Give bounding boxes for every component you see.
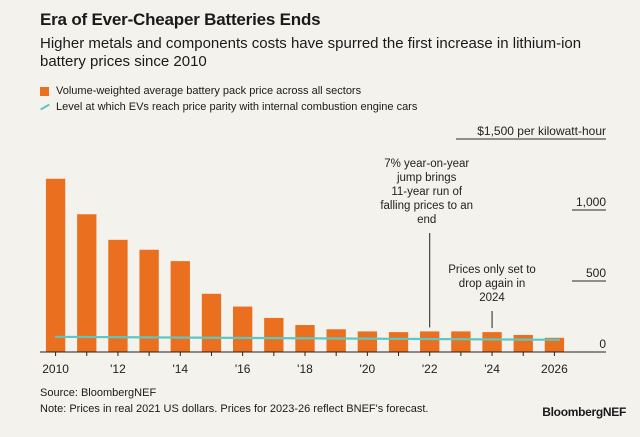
legend-item-price: Volume-weighted average battery pack pri…: [40, 85, 361, 97]
bar-2025: [513, 334, 533, 352]
x-tick-label: '14: [172, 362, 188, 376]
footnote: Note: Prices in real 2021 US dollars. Pr…: [40, 403, 429, 415]
bar-2016: [232, 306, 253, 352]
bar-2012: [108, 239, 128, 352]
x-tick-label: 2026: [541, 362, 568, 376]
source-note: Source: BloombergNEF: [40, 387, 157, 399]
bar-2011: [77, 214, 97, 352]
bar-2017: [264, 317, 284, 352]
bar-2010: [45, 178, 66, 352]
legend-item-parity: Level at which EVs reach price parity wi…: [40, 101, 417, 113]
chart-title: Era of Ever-Cheaper Batteries Ends: [40, 10, 321, 29]
annotation-drop-line: drop again in: [459, 278, 526, 290]
bar-2014: [170, 261, 190, 352]
x-tick-label: 2010: [42, 362, 69, 376]
bar-2023: [451, 331, 471, 352]
bar-2021: [388, 332, 409, 352]
chart-subtitle: Higher metals and components costs have …: [40, 35, 582, 70]
brand-logo-text: BloombergNEF: [542, 405, 626, 419]
x-tick-label: '18: [297, 362, 313, 376]
bar-2020: [357, 331, 378, 352]
bar-2019: [326, 329, 346, 352]
annotation-jump-line: jump brings: [396, 172, 457, 184]
y-tick-label: 0: [599, 337, 606, 351]
x-tick-label: '22: [422, 362, 438, 376]
legend-bar-label: Volume-weighted average battery pack pri…: [56, 85, 362, 97]
y-tick-label: 1,000: [576, 195, 606, 209]
legend-bar-swatch: [40, 86, 49, 96]
x-tick-label: '24: [484, 362, 500, 376]
annotation-drop-line: 2024: [479, 292, 505, 304]
bar-2013: [139, 249, 159, 352]
annotation-jump-line: 7% year-on-year: [384, 158, 469, 170]
x-tick-label: '20: [360, 362, 376, 376]
parity-line: [54, 335, 561, 341]
x-tick-label: '12: [110, 362, 126, 376]
bar-2026: [544, 337, 565, 352]
bar-2015: [201, 293, 222, 352]
x-tick-label: '16: [235, 362, 251, 376]
y-tick-label: 500: [586, 266, 606, 280]
legend-line-label: Level at which EVs reach price parity wi…: [56, 101, 418, 113]
annotation-jump-line: 11-year run of: [391, 186, 463, 198]
bar-2024: [482, 332, 502, 352]
y-tick-label: $1,500 per kilowatt-hour: [477, 124, 606, 138]
annotation-jump-line: falling prices to an: [380, 200, 473, 212]
annotation-drop-line: Prices only set to: [448, 264, 536, 276]
annotation-jump-line: end: [417, 214, 436, 226]
bar-2022: [420, 331, 440, 352]
